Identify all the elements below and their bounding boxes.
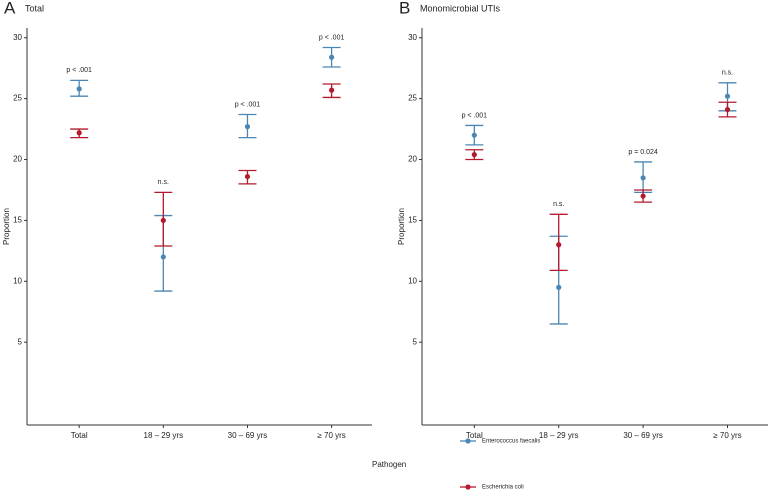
y-tick-label: 5	[18, 337, 23, 346]
panel-title: Monomicrobial UTIs	[420, 3, 501, 13]
x-tick-label: ≥ 70 yrs	[713, 431, 741, 440]
point	[160, 254, 166, 260]
y-tick-label: 20	[408, 155, 417, 164]
point	[471, 152, 477, 158]
annotation: n.s.	[553, 201, 564, 208]
panel-title: Total	[25, 3, 44, 13]
legend-label: Escherichia coli	[482, 485, 524, 491]
panel-label: B	[399, 0, 410, 17]
point	[724, 93, 731, 99]
point	[640, 175, 646, 181]
annotation: p = 0.024	[628, 149, 657, 156]
annotation: p < .001	[235, 101, 261, 108]
point	[640, 193, 646, 199]
y-axis-label: Proportion	[397, 208, 406, 245]
y-axis-label: Proportion	[2, 208, 11, 245]
y-tick-label: 30	[13, 33, 22, 42]
y-tick-label: 10	[408, 276, 417, 285]
annotation: p < .001	[319, 34, 345, 41]
x-tick-label: 18 – 29 yrs	[539, 431, 579, 440]
x-tick-label: 30 – 69 yrs	[623, 431, 663, 440]
point	[76, 130, 82, 136]
point	[556, 242, 562, 248]
annotation: n.s.	[158, 179, 169, 186]
x-tick-label: Total	[71, 431, 88, 440]
y-tick-label: 25	[13, 94, 22, 103]
y-tick-label: 10	[13, 276, 22, 285]
legend-swatch	[465, 438, 471, 444]
annotation: p < .001	[66, 67, 92, 74]
legend-label: Enterococcus faecalis	[482, 439, 540, 445]
y-tick-label: 20	[13, 155, 22, 164]
panel-label: A	[4, 0, 16, 17]
point	[329, 54, 335, 60]
legend-swatch	[465, 484, 471, 490]
x-tick-label: Total	[466, 431, 483, 440]
point	[244, 124, 251, 130]
point	[160, 217, 166, 224]
point	[556, 284, 562, 290]
annotation: n.s.	[722, 70, 733, 77]
y-tick-label: 15	[13, 216, 22, 225]
point	[329, 87, 335, 93]
x-tick-label: 30 – 69 yrs	[228, 431, 268, 440]
y-tick-label: 15	[408, 216, 417, 225]
point	[471, 132, 477, 138]
x-tick-label: 18 – 29 yrs	[144, 431, 184, 440]
y-tick-label: 25	[408, 94, 417, 103]
legend-title: Pathogen	[372, 460, 406, 469]
y-tick-label: 5	[413, 337, 418, 346]
point	[724, 106, 731, 113]
point	[244, 173, 251, 180]
annotation: p < .001	[462, 112, 488, 119]
y-tick-label: 30	[408, 33, 417, 42]
point	[76, 86, 82, 92]
x-tick-label: ≥ 70 yrs	[317, 431, 345, 440]
